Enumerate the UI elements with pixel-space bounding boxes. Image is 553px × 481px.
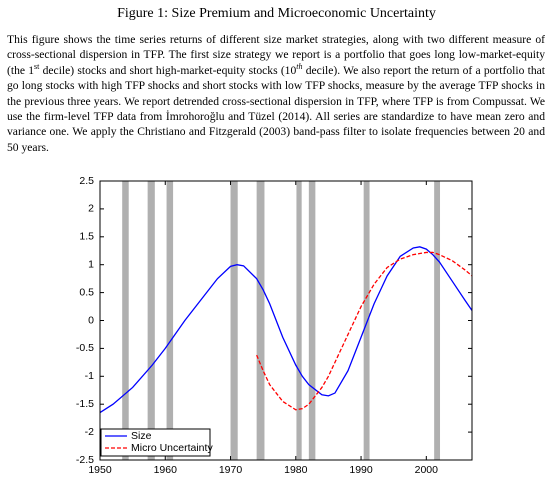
x-tick-label: 2000: [415, 464, 439, 476]
shaded-period: [122, 181, 129, 460]
caption-text: This figure shows the time series return…: [7, 33, 545, 77]
series-line: [99, 246, 473, 414]
y-tick-label: -2.5: [76, 454, 94, 466]
series-line: [256, 251, 473, 411]
y-tick-label: 1.5: [79, 231, 94, 243]
y-tick-label: -1.5: [76, 398, 94, 410]
y-tick-label: -1: [85, 370, 94, 382]
shaded-period: [230, 181, 238, 460]
shaded-period: [434, 181, 441, 460]
figure-caption: This figure shows the time series return…: [7, 32, 545, 155]
y-tick-label: 0: [88, 314, 94, 326]
legend-label: Micro Uncertainty: [131, 442, 213, 454]
caption-sup: st: [34, 61, 40, 71]
caption-text: decile) stocks and short high-market-equ…: [39, 63, 297, 77]
x-tick-label: 1990: [349, 464, 373, 476]
y-tick-label: 2: [88, 203, 94, 215]
caption-text: decile). We also report the return of a …: [7, 63, 545, 154]
y-tick-label: 2.5: [79, 175, 94, 187]
legend-label: Size: [131, 430, 152, 442]
shaded-period: [308, 181, 316, 460]
x-tick-label: 1960: [154, 464, 178, 476]
y-tick-label: 0.5: [79, 286, 94, 298]
x-tick-label: 1980: [284, 464, 308, 476]
shaded-period: [296, 181, 302, 460]
x-tick-label: 1950: [88, 464, 112, 476]
figure-title: Figure 1: Size Premium and Microeconomic…: [117, 6, 436, 21]
legend-box: [100, 428, 211, 457]
plot-frame: [99, 180, 473, 461]
caption-sup: th: [296, 61, 303, 71]
y-tick-label: 1: [88, 258, 94, 270]
shaded-period: [256, 181, 265, 460]
x-tick-label: 1970: [219, 464, 243, 476]
y-tick-label: -0.5: [76, 342, 94, 354]
shaded-period: [363, 181, 370, 460]
shaded-period: [166, 181, 174, 460]
shaded-period: [147, 181, 155, 460]
y-tick-label: -2: [85, 426, 94, 438]
